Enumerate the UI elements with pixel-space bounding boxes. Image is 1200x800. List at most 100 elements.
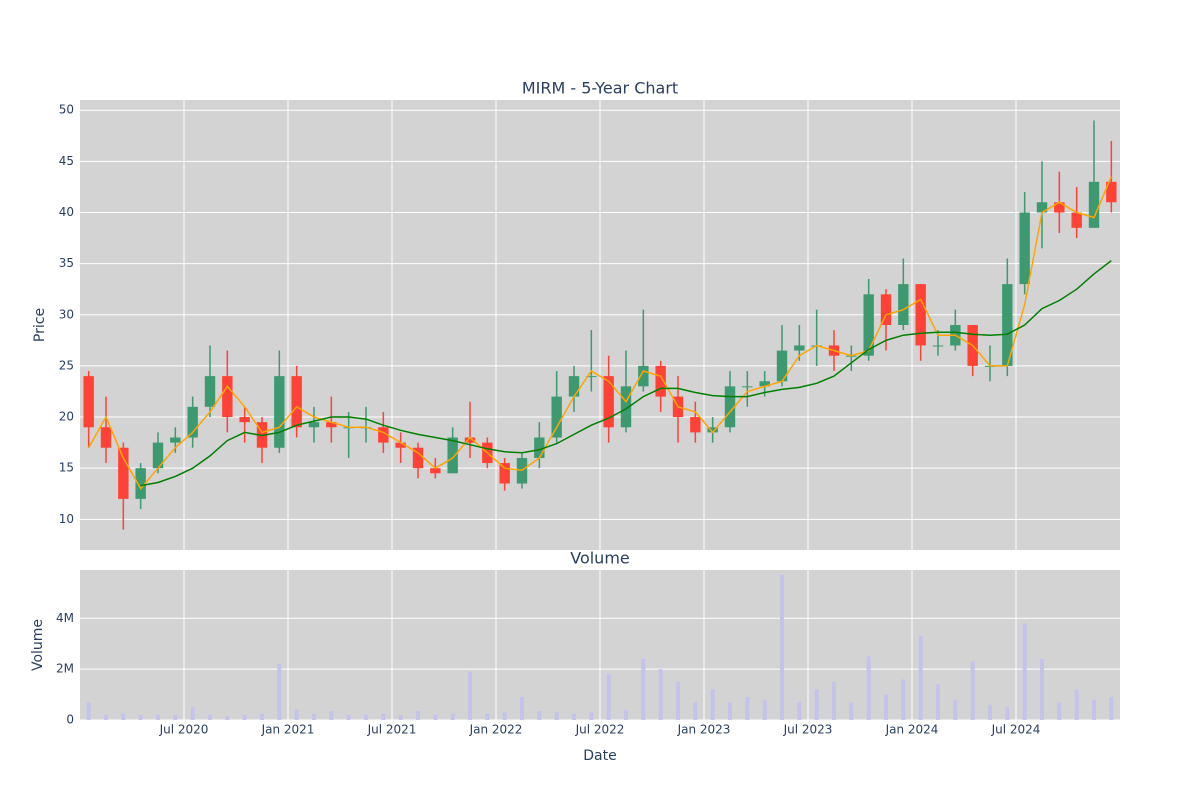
volume-bar (606, 674, 611, 720)
moving-average-line (140, 260, 1112, 487)
candle-body (759, 381, 770, 387)
candle-body (170, 437, 181, 443)
volume-bar (173, 714, 178, 720)
candle-body (187, 406, 198, 438)
candle-body (655, 365, 666, 397)
candle-body (395, 442, 406, 448)
candle-body (100, 427, 112, 448)
layer: 10 15 20 25 30 35 40 45 50 0 2M 4M Jul 2020 Jan 2021 J… (56, 100, 1120, 737)
y-tick-label: 50 (59, 103, 74, 117)
x-tick-label: Jan 2024 (885, 723, 939, 737)
volume-bar (641, 658, 646, 720)
volume-bar (780, 575, 784, 720)
volume-bar (485, 713, 490, 720)
candle-body (534, 437, 545, 458)
volume-bar (866, 656, 871, 720)
volume-bar (242, 714, 247, 720)
candle-body (551, 396, 562, 438)
volume-bar (433, 714, 438, 720)
candle-body (932, 345, 944, 347)
candle-body (135, 468, 146, 499)
volume-bar (745, 697, 750, 720)
volume-bar (277, 664, 282, 720)
volume-bar (554, 712, 559, 720)
volume-bar (988, 704, 992, 720)
y-tick-label: 4M (56, 611, 74, 625)
candle-body (222, 376, 233, 418)
volume-bar (364, 714, 368, 720)
x-tick-label: Jul 2023 (783, 723, 833, 737)
volume-bar (624, 709, 628, 720)
candle-body (915, 284, 926, 346)
volume-bar (502, 712, 507, 720)
volume-bar (728, 702, 732, 720)
candle-body (690, 417, 701, 433)
candle-body (586, 376, 597, 378)
volume-bar (190, 707, 195, 720)
candle-body (863, 294, 874, 356)
volume-bar (138, 714, 143, 720)
x-tick-label: Jul 2022 (575, 723, 625, 737)
volume-bar (398, 714, 403, 720)
volume-bar (1005, 707, 1010, 720)
chart-title: MIRM - 5-Year Chart (522, 79, 678, 98)
candle-body (464, 437, 476, 443)
candle-body (1036, 202, 1048, 213)
candle-body (152, 442, 164, 469)
volume-bar (658, 669, 663, 720)
candle-body (204, 376, 216, 407)
volume-bar (901, 679, 906, 720)
volume-bar (884, 694, 888, 720)
candle-body (430, 468, 441, 474)
volume-bar (225, 716, 230, 720)
y-tick-label: 0 (66, 713, 74, 727)
volume-bar (676, 681, 680, 720)
candle-body (1088, 181, 1100, 228)
volume-bar (312, 713, 316, 720)
volume-bar (208, 714, 212, 720)
candle-body (447, 437, 458, 474)
candle-body (1071, 212, 1082, 228)
volume-bar (797, 702, 802, 720)
x-tick-label: Jan 2023 (677, 723, 731, 737)
candle-body (118, 447, 129, 499)
candle-body (412, 447, 424, 469)
volume-bar (537, 711, 542, 720)
candle-body (568, 376, 580, 397)
volume-bar (294, 709, 299, 720)
y-tick-label: 40 (59, 205, 74, 219)
candle-body (1019, 212, 1030, 285)
volume-bar (1074, 689, 1079, 720)
volume-bar (849, 702, 854, 720)
volume-bar (104, 714, 108, 720)
candle-body (603, 376, 614, 428)
candle-body (308, 422, 320, 428)
candle-body (378, 427, 389, 443)
volume-bar (710, 689, 715, 720)
volume-bar (450, 713, 455, 720)
volume-bar (86, 702, 91, 720)
y-tick-label: 35 (59, 256, 74, 270)
volume-bar (346, 714, 351, 720)
candle-body (724, 386, 736, 428)
volume-bar (260, 713, 264, 720)
y-axis-title: Price (32, 308, 48, 342)
candle-body (239, 417, 250, 423)
volume-bar (1092, 699, 1096, 720)
candle-body (1106, 181, 1117, 203)
candle-body (898, 284, 909, 325)
candle-body (638, 365, 649, 387)
x-tick-label: Jan 2021 (261, 723, 315, 737)
y-tick-label: 20 (59, 410, 74, 424)
candle-body (499, 463, 510, 484)
candle-body (274, 376, 285, 448)
x-tick-label: Jul 2024 (991, 723, 1041, 737)
volume-bar (1022, 623, 1027, 720)
volume-bar (693, 702, 698, 720)
volume-bar (1040, 658, 1044, 720)
volume-bar (814, 689, 819, 720)
moving-average-line (88, 176, 1112, 490)
y-tick-label: 25 (59, 358, 74, 372)
x-tick-label: Jan 2022 (469, 723, 523, 737)
